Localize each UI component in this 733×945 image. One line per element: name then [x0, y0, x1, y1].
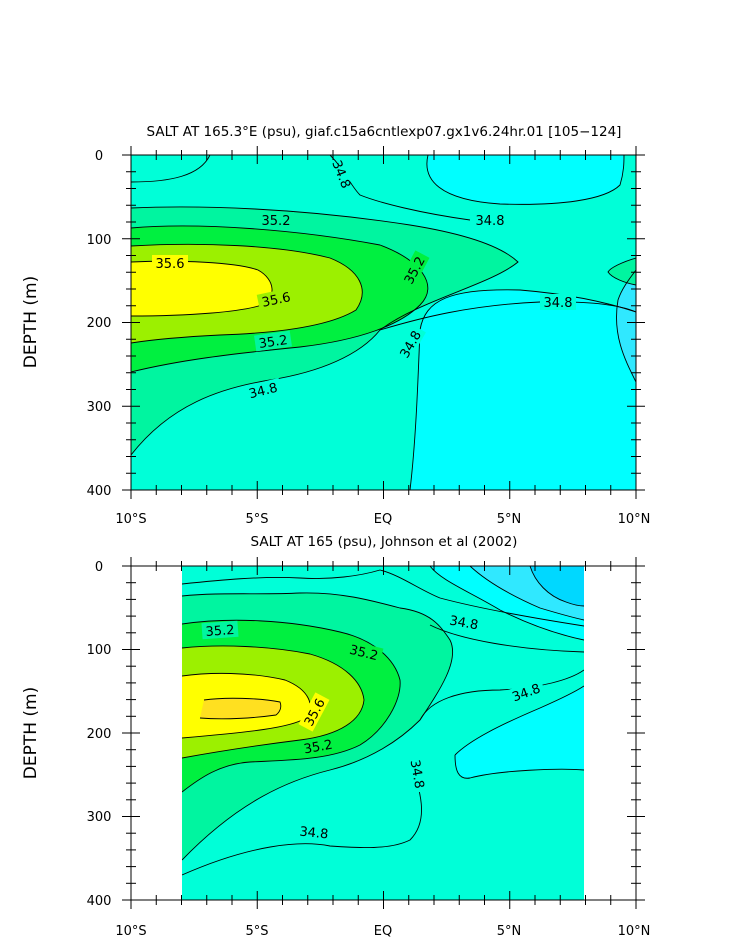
contour-fill-bottom: [182, 566, 584, 900]
contour-label-bottom-7: 34.8: [407, 759, 427, 790]
axis-ticks-bottom: [122, 557, 645, 909]
contour-lines-bottom: [182, 566, 584, 876]
x-tick-label-top-2: EQ: [374, 512, 392, 527]
contour-line-bottom-1: [182, 569, 584, 627]
contour-line-bottom-5: [182, 592, 454, 861]
contour-line-bottom-3: [469, 566, 584, 621]
y-tick-label-bottom-3: 300: [87, 810, 112, 825]
contour-line-bottom-8: [182, 672, 311, 739]
fill-top-cyan-top: [426, 155, 624, 205]
contour-line-top-5: [131, 225, 429, 373]
contour-label-top-3: 35.2: [262, 214, 291, 229]
panel-bottom: SALT AT 165 (psu), Johnson et al (2002): [21, 534, 650, 939]
contour-label-top-10: 34.8: [248, 381, 280, 403]
contour-line-bottom-4: [529, 566, 584, 607]
y-tick-label-top-4: 400: [87, 484, 112, 499]
contour-line-top-11: [616, 269, 636, 383]
contour-label-bottom-8: 34.8: [299, 825, 329, 843]
y-tick-label-top-1: 100: [87, 233, 112, 248]
contour-line-bottom-7: [182, 645, 365, 759]
fill-35-6-band-top: [131, 261, 273, 316]
x-tick-label-bottom-2: EQ: [374, 924, 392, 939]
contour-line-bottom-10: [429, 624, 584, 653]
contour-label-top-4: 35.6: [156, 257, 185, 272]
fill-35-8-band-bottom: [200, 698, 281, 719]
y-tick-label-bottom-1: 100: [87, 643, 112, 658]
contour-line-top-6: [131, 243, 363, 344]
contour-fill-top: [131, 155, 636, 490]
x-tick-label-top-1: 5°S: [245, 512, 268, 527]
contour-lines-top: [131, 155, 636, 490]
y-tick-label-top-2: 200: [87, 316, 112, 331]
y-tick-label-bottom-2: 200: [87, 727, 112, 742]
contour-line-top-3: [426, 155, 625, 205]
contour-line-bottom-6: [182, 619, 401, 793]
contour-line-top-1: [131, 155, 211, 183]
y-axis-label-top: DEPTH (m): [21, 276, 41, 368]
x-tick-label-top-3: 5°N: [497, 512, 522, 527]
fill-bottom-cyan-top: [410, 289, 636, 490]
contour-line-bottom-9: [199, 697, 282, 720]
contour-label-bottom-3: 34.8: [448, 614, 479, 634]
contour-label-bottom-1: 35.2: [205, 623, 235, 640]
y-tick-label-bottom-4: 400: [87, 894, 112, 909]
contour-label-top-8: 34.8: [544, 296, 573, 311]
contour-label-bottom-2: 35.2: [348, 643, 380, 665]
x-tick-label-bottom-0: 10°S: [115, 924, 146, 939]
y-tick-label-bottom-0: 0: [95, 560, 103, 575]
contour-label-top-7: 35.2: [258, 333, 289, 352]
chart-title-bottom: SALT AT 165 (psu), Johnson et al (2002): [251, 534, 518, 550]
fill-bottom-cyan-bottom: [455, 686, 584, 779]
contour-label-top-5: 35.6: [261, 290, 292, 311]
x-tick-label-top-4: 10°N: [618, 512, 651, 527]
y-tick-label-top-0: 0: [95, 149, 103, 164]
fill-34-2-band-bottom: [530, 566, 584, 606]
x-tick-label-bottom-1: 5°S: [245, 924, 268, 939]
axis-ticks-top: [122, 146, 645, 499]
fill-light-blue-top: [616, 270, 636, 382]
y-tick-label-top-3: 300: [87, 400, 112, 415]
x-tick-label-bottom-4: 10°N: [618, 924, 651, 939]
contour-label-top-2: 34.8: [476, 214, 505, 229]
contour-line-bottom-13: [454, 754, 584, 779]
contour-line-bottom-14: [182, 759, 422, 876]
contour-line-top-7: [131, 260, 273, 317]
contour-labels-bottom: 35.2 35.2 34.8 35.6 35.2 34.8 34.8 34.8: [201, 610, 546, 843]
x-tick-label-top-0: 10°S: [115, 512, 146, 527]
panel-top: SALT AT 165.3°E (psu), giaf.c15a6cntlexp…: [21, 124, 650, 527]
contour-label-bottom-5: 35.2: [303, 738, 334, 758]
fill-35-0-right-top: [608, 258, 636, 285]
contour-line-top-9: [409, 289, 636, 490]
contour-line-bottom-2: [429, 566, 584, 641]
contour-line-top-4: [131, 206, 519, 456]
contour-line-top-10: [607, 257, 636, 286]
contour-labels-top: 34.8 34.8 35.2 35.6 35.6 35.2 35.2 34.8 …: [152, 158, 576, 402]
x-tick-label-bottom-3: 5°N: [497, 924, 522, 939]
contour-line-bottom-11: [419, 669, 584, 721]
contour-line-bottom-12: [454, 685, 584, 756]
chart-title-top: SALT AT 165.3°E (psu), giaf.c15a6cntlexp…: [147, 124, 622, 140]
y-axis-label-bottom: DEPTH (m): [21, 687, 41, 779]
contour-line-top-8: [379, 301, 636, 331]
